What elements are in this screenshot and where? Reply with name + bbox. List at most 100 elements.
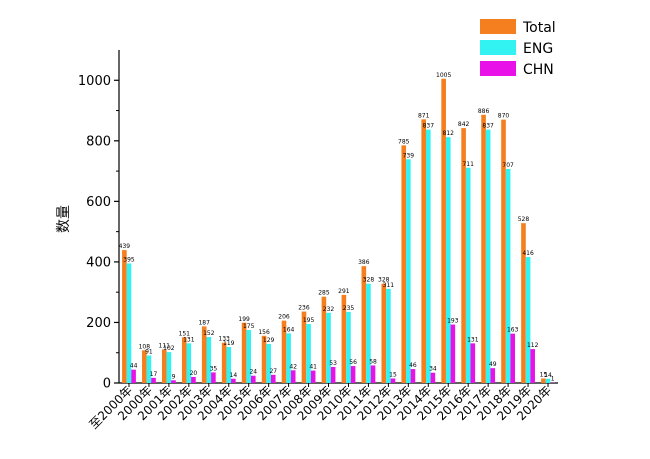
bar-total [221, 342, 227, 383]
bar-total [161, 349, 167, 383]
bar-chn [211, 372, 216, 383]
data-label: 285 [318, 290, 330, 297]
data-label: 193 [447, 318, 459, 325]
bar-total [481, 114, 486, 384]
bar-chn [350, 366, 356, 383]
bar-total [381, 283, 387, 383]
data-label: 812 [443, 130, 455, 137]
data-label: 199 [238, 316, 250, 323]
bar-total [541, 378, 546, 383]
bar-total [261, 335, 267, 383]
bar-total [461, 128, 466, 383]
bar-eng [206, 336, 212, 383]
bar-eng [346, 311, 351, 383]
legend-label-eng: ENG [523, 41, 553, 57]
bar-eng [386, 288, 391, 383]
bar-eng [246, 330, 252, 383]
data-label: 175 [243, 323, 255, 330]
y-tick-label: 800 [86, 134, 111, 149]
bar-eng [226, 346, 232, 383]
data-label: 164 [283, 326, 295, 333]
data-label: 416 [522, 250, 534, 257]
data-label: 707 [502, 162, 514, 169]
bar-total [321, 296, 327, 383]
y-axis-label: 数量 [56, 205, 72, 233]
bar-eng [445, 137, 451, 383]
data-label: 163 [507, 327, 519, 334]
data-label: 195 [303, 317, 315, 324]
data-label: 15 [389, 371, 397, 378]
bar-chn [131, 369, 136, 383]
data-label: 14 [544, 372, 552, 379]
data-label: 235 [343, 305, 355, 312]
bar-chn [270, 374, 276, 383]
bar-chn [330, 366, 336, 383]
data-label: 328 [363, 277, 375, 284]
bar-total [201, 326, 207, 383]
data-label: 15 [540, 371, 548, 378]
bar-total [341, 294, 347, 383]
data-label: 711 [462, 161, 474, 168]
bar-chn [430, 372, 436, 383]
bar-chn [231, 378, 236, 383]
bar-eng [126, 263, 132, 383]
data-label: 111 [159, 342, 171, 349]
data-label: 53 [329, 360, 337, 367]
data-label: 102 [163, 345, 175, 352]
data-label: 439 [119, 243, 131, 250]
data-label: 24 [249, 369, 257, 376]
y-ticks: 0 200 400 600 800 1000 [78, 74, 119, 392]
bar-chn [310, 370, 316, 383]
bar-chn [530, 349, 535, 383]
data-label: 35 [210, 365, 218, 372]
legend-label-total: Total [522, 20, 556, 36]
bar-eng [525, 257, 531, 383]
data-label: 133 [218, 336, 230, 343]
bar-total [521, 223, 526, 383]
data-label: 41 [309, 364, 317, 371]
data-label: 112 [527, 342, 539, 349]
data-label: 14 [230, 372, 238, 379]
data-label: 837 [423, 123, 435, 130]
data-label: 152 [203, 330, 215, 337]
y-tick-label: 0 [103, 377, 111, 392]
bars: 4393954410891171111029151131201871523513… [119, 72, 555, 384]
data-label: 1005 [436, 72, 451, 79]
y-tick-label: 400 [86, 255, 111, 270]
data-label: 20 [190, 370, 198, 377]
data-label: 58 [369, 358, 377, 365]
data-label: 131 [467, 336, 479, 343]
data-label: 91 [145, 348, 153, 355]
bar-total [421, 119, 426, 383]
bar-eng [425, 129, 431, 383]
data-label: 44 [130, 363, 138, 370]
bar-eng [406, 159, 411, 383]
data-label: 27 [269, 368, 277, 375]
bar-chn [370, 365, 376, 383]
data-label: 56 [349, 359, 357, 366]
data-label: 17 [150, 371, 158, 378]
bar-total [401, 145, 407, 383]
bar-total [301, 311, 307, 383]
bar-total [122, 250, 127, 383]
bar-total [181, 337, 187, 383]
bar-eng [545, 378, 551, 383]
bar-chn [450, 324, 456, 383]
bar-eng [186, 343, 192, 383]
data-label: 129 [263, 337, 275, 344]
data-label: 528 [518, 216, 530, 223]
bar-eng [146, 355, 152, 383]
data-label: 386 [358, 259, 370, 266]
data-label: 1 [551, 376, 555, 383]
data-label: 151 [179, 330, 191, 337]
data-label: 328 [378, 277, 390, 284]
data-label: 785 [398, 138, 410, 145]
bar-total [241, 322, 247, 383]
bar-chn [490, 368, 496, 383]
data-label: 34 [429, 366, 437, 373]
bar-eng [465, 167, 471, 383]
bar-chn [171, 380, 176, 383]
bar-eng [286, 333, 291, 383]
legend-swatch-total [480, 19, 516, 34]
